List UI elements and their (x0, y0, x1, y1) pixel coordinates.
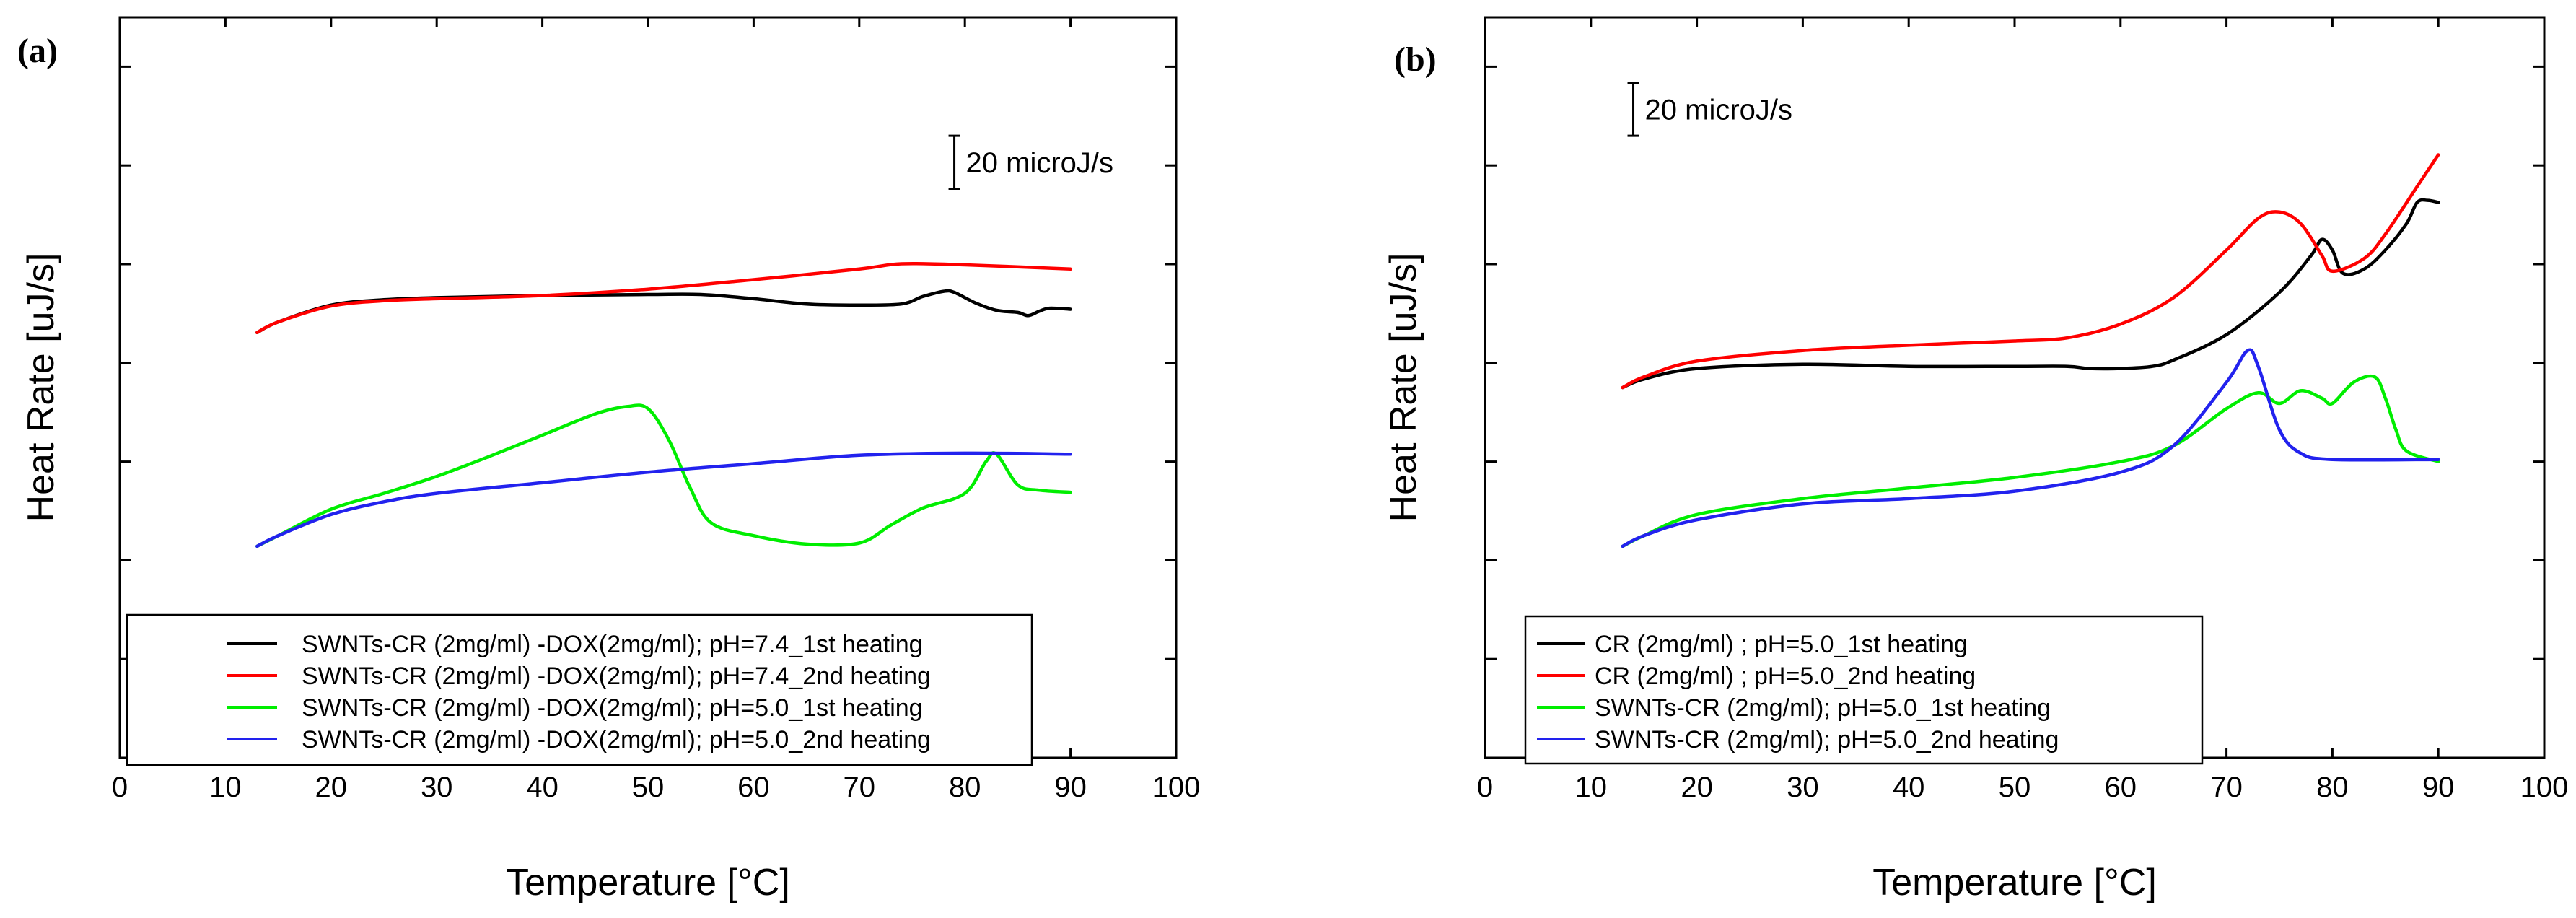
panel-a-legend-label-4: SWNTs-CR (2mg/ml) -DOX(2mg/ml); pH=5.0_2… (302, 726, 931, 753)
panel-b-legend-label-3: SWNTs-CR (2mg/ml); pH=5.0_1st heating (1595, 694, 2051, 722)
panel-b-x-tick-label: 0 (1477, 771, 1493, 803)
panel-b-x-tick-label: 20 (1681, 771, 1713, 803)
panel-a-scale-bar-label: 20 microJ/s (966, 147, 1114, 179)
panel-a-x-tick-label: 0 (112, 771, 128, 803)
panel-b-legend-label-2: CR (2mg/ml) ; pH=5.0_2nd heating (1595, 663, 1976, 690)
panel-b-scale-bar: 20 microJ/s (1627, 82, 1793, 137)
panel-b-scale-bar-label: 20 microJ/s (1645, 95, 1793, 126)
panel-a-legend-label-2: SWNTs-CR (2mg/ml) -DOX(2mg/ml); pH=7.4_2… (302, 663, 931, 690)
panel-b-y-axis-title: Heat Rate [uJ/s] (1383, 253, 1424, 523)
panel-a-x-tick-label: 30 (421, 771, 453, 803)
panel-b-x-tick-label: 40 (1893, 771, 1925, 803)
panel-b: (b) 0 10 20 30 40 50 60 70 80 90 100 20 microJ/s T… (1383, 16, 2569, 904)
panel-b-x-ticks: 0 10 20 30 40 50 60 70 80 90 100 (1477, 17, 2569, 803)
panel-a-x-tick-label: 70 (844, 771, 876, 803)
panel-a-series-line-1 (255, 289, 1072, 335)
panel-b-legend-label-4: SWNTs-CR (2mg/ml); pH=5.0_2nd heating (1595, 726, 2059, 753)
panel-a-legend: SWNTs-CR (2mg/ml) -DOX(2mg/ml); pH=7.4_1… (126, 613, 1033, 766)
panel-b-label: (b) (1394, 40, 1437, 79)
panel-a-x-ticks: 0 10 20 30 40 50 60 70 80 90 100 (112, 17, 1201, 803)
panel-b-x-tick-label: 70 (2210, 771, 2243, 803)
panel-b-series-line-3 (1621, 374, 2440, 548)
panel-a-y-ticks (120, 65, 1176, 660)
panel-a-series-line-4 (255, 451, 1072, 548)
panel-a-x-axis-title: Temperature [°C] (506, 862, 790, 904)
panel-a-x-tick-label: 90 (1054, 771, 1087, 803)
panel-a-series (255, 261, 1072, 548)
panel-a-x-tick-label: 20 (315, 771, 348, 803)
panel-a-x-tick-label: 10 (209, 771, 242, 803)
panel-b-series-line-4 (1621, 348, 2440, 548)
panel-b-x-tick-label: 100 (2520, 771, 2569, 803)
panel-b-x-tick-label: 10 (1575, 771, 1608, 803)
panel-a-series-line-2 (255, 261, 1072, 335)
panel-b-x-tick-label: 80 (2316, 771, 2349, 803)
panel-a-x-tick-label: 100 (1152, 771, 1201, 803)
panel-b-x-tick-label: 50 (1999, 771, 2031, 803)
panel-b-legend: CR (2mg/ml) ; pH=5.0_1st heating CR (2mg/… (1524, 615, 2204, 765)
panel-a-x-tick-label: 80 (949, 771, 981, 803)
panel-b-legend-label-1: CR (2mg/ml) ; pH=5.0_1st heating (1595, 631, 1968, 658)
panel-b-y-ticks (1485, 65, 2544, 660)
panel-a-legend-box (126, 613, 1033, 766)
panel-a-scale-bar: 20 microJ/s (948, 134, 1114, 190)
panel-a-legend-label-3: SWNTs-CR (2mg/ml) -DOX(2mg/ml); pH=5.0_1… (302, 694, 923, 722)
panel-a-x-tick-label: 50 (632, 771, 665, 803)
panel-a-legend-label-1: SWNTs-CR (2mg/ml) -DOX(2mg/ml); pH=7.4_1… (302, 631, 923, 658)
panel-a-x-tick-label: 40 (526, 771, 558, 803)
panel-b-x-axis-title: Temperature [°C] (1872, 862, 2157, 904)
panel-b-x-tick-label: 90 (2422, 771, 2455, 803)
panel-a: (a) 0 10 20 30 40 50 60 70 80 90 100 20 microJ/s T… (17, 16, 1201, 904)
panel-b-series-line-2 (1621, 153, 2440, 390)
panel-b-x-tick-label: 30 (1787, 771, 1819, 803)
panel-b-x-tick-label: 60 (2105, 771, 2137, 803)
panel-a-x-tick-label: 60 (737, 771, 770, 803)
panel-b-legend-box (1524, 615, 2204, 765)
panel-a-y-axis-title: Heat Rate [uJ/s] (20, 253, 62, 523)
panel-a-series-line-3 (255, 403, 1072, 548)
panel-b-series-line-1 (1621, 198, 2440, 390)
panel-b-series (1621, 153, 2440, 548)
panel-a-label: (a) (17, 32, 58, 70)
